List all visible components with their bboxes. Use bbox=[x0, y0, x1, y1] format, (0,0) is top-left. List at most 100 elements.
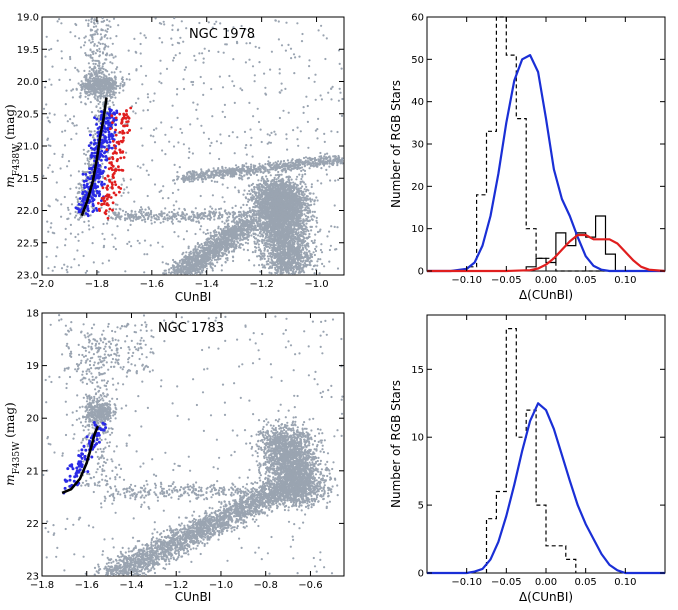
cmd1-star bbox=[302, 202, 305, 205]
cmd1-star bbox=[316, 199, 319, 202]
cmd1-star bbox=[244, 241, 247, 244]
cmd1-star bbox=[226, 236, 229, 239]
cmd1-star bbox=[238, 239, 241, 242]
cmd1-star bbox=[179, 267, 183, 270]
cmd1-star bbox=[250, 199, 254, 202]
cmd1-star bbox=[310, 260, 313, 263]
cmd1-star bbox=[191, 255, 195, 258]
cmd1-star bbox=[310, 229, 313, 232]
cmd1-star bbox=[291, 231, 294, 234]
cmd1-star bbox=[275, 224, 278, 227]
cmd1-star bbox=[227, 225, 231, 228]
cmd1-star bbox=[216, 258, 220, 261]
cmd1-star bbox=[303, 213, 306, 216]
cmd1-star bbox=[246, 211, 249, 215]
cmd1-star bbox=[292, 272, 295, 275]
cmd1-star bbox=[239, 231, 242, 235]
cmd1-star bbox=[261, 252, 264, 255]
cmd1-star bbox=[269, 232, 272, 235]
cmd1-star bbox=[258, 185, 261, 189]
cmd1-star bbox=[302, 248, 305, 251]
cmd1-star bbox=[297, 240, 300, 243]
cmd1-star bbox=[215, 233, 218, 236]
cmd1-star bbox=[216, 244, 219, 247]
cmd1-star bbox=[272, 182, 275, 185]
cmd1-star bbox=[191, 261, 194, 264]
cmd1-star bbox=[299, 250, 302, 253]
cmd1-star bbox=[262, 178, 265, 181]
cmd1-star bbox=[248, 185, 251, 188]
cmd1-star bbox=[150, 222, 153, 225]
cmd1-star bbox=[176, 264, 179, 267]
cmd1-star bbox=[316, 264, 319, 267]
cmd1-star bbox=[215, 231, 218, 234]
cmd1-star bbox=[170, 266, 173, 270]
cmd1-star bbox=[290, 272, 293, 275]
cmd1-star bbox=[276, 229, 279, 232]
cmd1-star bbox=[256, 255, 259, 258]
cmd1-star bbox=[254, 228, 257, 231]
cmd1-star bbox=[295, 191, 298, 194]
cmd1-star bbox=[278, 231, 281, 234]
cmd1-star bbox=[298, 211, 301, 214]
cmd1-star bbox=[269, 189, 272, 192]
cmd1-star bbox=[219, 235, 222, 238]
cmd1-star bbox=[280, 263, 283, 267]
cmd1-star bbox=[248, 198, 251, 201]
cmd1-star bbox=[267, 257, 270, 260]
cmd1-star bbox=[301, 173, 304, 176]
cmd1-star bbox=[315, 245, 318, 248]
cmd1-star bbox=[281, 183, 284, 186]
cmd1-star bbox=[285, 201, 288, 204]
cmd1-star bbox=[254, 224, 257, 227]
cmd1-star bbox=[296, 175, 299, 178]
cmd1-star bbox=[276, 236, 279, 239]
cmd1-star bbox=[234, 244, 237, 247]
cmd1-star bbox=[273, 208, 276, 211]
cmd1-star bbox=[231, 255, 235, 258]
cmd1-star bbox=[294, 240, 297, 243]
cmd1-star bbox=[308, 250, 311, 253]
cmd1-star bbox=[258, 218, 261, 221]
cmd1-points bbox=[42, 17, 344, 275]
cmd1-star bbox=[295, 183, 298, 186]
cmd1-star bbox=[187, 245, 190, 248]
cmd1-star bbox=[203, 250, 206, 253]
cmd1-star bbox=[270, 192, 273, 195]
cmd1-star bbox=[253, 264, 256, 267]
cmd1-star bbox=[257, 179, 260, 182]
cmd1-star bbox=[258, 254, 261, 257]
cmd1-star bbox=[270, 204, 273, 207]
cmd1-star bbox=[272, 186, 275, 189]
cmd1-star bbox=[261, 254, 264, 258]
cmd1-star bbox=[309, 210, 312, 213]
cmd1-star bbox=[291, 223, 294, 227]
cmd1-star bbox=[295, 178, 298, 181]
cmd1-star bbox=[286, 263, 289, 266]
cmd1-star bbox=[281, 262, 285, 265]
cmd1-star bbox=[267, 252, 270, 255]
cmd1-star bbox=[265, 260, 268, 263]
cmd1-star bbox=[265, 201, 268, 204]
cmd1-star bbox=[265, 175, 268, 178]
cmd1-star bbox=[298, 222, 301, 225]
cmd1-star bbox=[296, 265, 299, 269]
cmd1-star bbox=[254, 233, 257, 236]
cmd1-star bbox=[268, 202, 271, 205]
cmd1-star bbox=[294, 249, 297, 252]
cmd1-star bbox=[203, 208, 206, 211]
cmd1-star bbox=[283, 234, 286, 237]
cmd1-star bbox=[307, 189, 310, 192]
cmd1-star bbox=[313, 203, 316, 206]
cmd1-star bbox=[211, 269, 214, 272]
cmd1-star bbox=[212, 251, 215, 255]
cmd1-star bbox=[263, 247, 266, 250]
cmd1-star bbox=[264, 194, 267, 197]
cmd1-star bbox=[196, 268, 199, 271]
cmd1-star bbox=[303, 196, 306, 199]
cmd1-star bbox=[270, 207, 273, 210]
cmd1-star bbox=[287, 194, 290, 197]
cmd1-star bbox=[221, 246, 224, 249]
cmd1-star bbox=[256, 196, 260, 199]
cmd1-star bbox=[249, 225, 252, 229]
